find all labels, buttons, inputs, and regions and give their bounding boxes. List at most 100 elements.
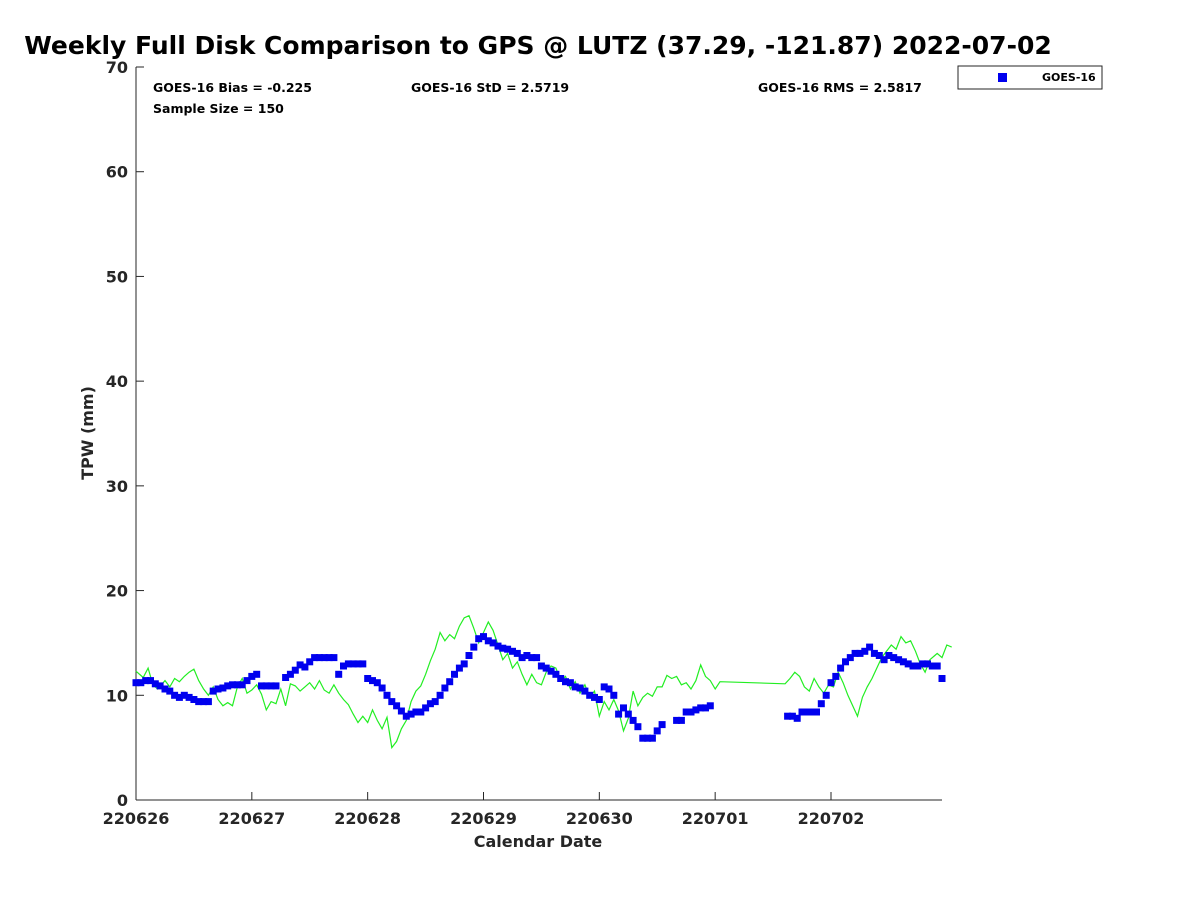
data-point-goes16 [798,708,806,716]
stats-annotations: GOES-16 Bias = -0.225 GOES-16 StD = 2.57… [153,80,922,116]
data-point-goes16 [793,714,801,722]
data-point-goes16 [552,670,560,678]
data-point-goes16 [296,661,304,669]
x-axis-label: Calendar Date [474,832,603,851]
data-point-goes16 [364,675,372,682]
data-point-goes16 [431,698,439,706]
data-point-goes16 [132,679,140,687]
data-point-goes16 [547,667,555,675]
data-point-goes16 [282,674,290,681]
data-point-goes16 [846,654,854,662]
data-point-goes16 [895,656,903,664]
data-point-goes16 [928,662,936,670]
data-point-goes16 [417,708,425,716]
y-tick-label: 20 [106,582,128,601]
data-point-goes16 [639,734,647,742]
data-point-goes16 [687,708,695,716]
data-point-goes16 [349,660,357,668]
x-tick-label: 220702 [798,809,865,828]
data-point-goes16 [315,654,323,662]
data-point-goes16 [682,708,690,716]
data-point-goes16 [885,652,893,659]
data-point-goes16 [919,660,927,668]
data-point-goes16 [185,693,193,701]
data-point-goes16 [470,643,478,651]
data-point-goes16 [272,682,280,690]
data-point-goes16 [200,698,208,706]
data-point-goes16 [378,684,386,692]
data-point-goes16 [306,658,314,666]
data-point-goes16 [426,700,434,708]
data-point-goes16 [499,644,507,652]
data-point-goes16 [441,684,449,692]
chart-title: Weekly Full Disk Comparison to GPS @ LUT… [24,31,1052,60]
std-annotation: GOES-16 StD = 2.5719 [411,80,569,95]
y-tick-label: 60 [106,163,128,182]
data-point-goes16 [388,698,396,706]
data-point-goes16 [914,662,922,670]
data-point-goes16 [504,645,512,653]
data-point-goes16 [229,681,236,689]
data-point-goes16 [340,662,347,670]
data-point-goes16 [557,675,565,682]
data-point-goes16 [422,704,430,712]
y-tick-label: 10 [106,686,128,705]
y-tick-label: 0 [117,791,128,810]
data-point-goes16 [933,662,941,670]
data-point-goes16 [658,721,666,729]
data-point-goes16 [238,681,246,689]
data-point-goes16 [890,654,898,662]
data-point-goes16 [605,685,613,693]
data-point-goes16 [204,698,212,706]
data-point-goes16 [509,647,516,655]
rms-annotation: GOES-16 RMS = 2.5817 [758,80,922,95]
data-point-goes16 [909,662,917,670]
y-tick-label: 40 [106,372,128,391]
legend: GOES-16 [957,65,1103,90]
data-point-goes16 [180,691,188,699]
data-point-goes16 [369,677,376,685]
data-point-goes16 [595,696,603,703]
data-point-goes16 [620,704,627,712]
data-point-goes16 [692,706,700,714]
data-point-goes16 [258,682,265,690]
x-tick-label: 220701 [682,809,749,828]
data-point-goes16 [813,708,820,716]
data-point-goes16 [373,679,381,687]
data-point-goes16 [571,683,579,691]
data-point-goes16 [648,734,656,742]
data-point-goes16 [151,680,159,688]
data-point-goes16 [402,712,410,720]
data-point-goes16 [528,654,536,662]
data-point-goes16 [842,658,849,666]
legend-box [957,65,1103,90]
data-point-goes16 [480,633,487,641]
x-tick-label: 220629 [450,809,517,828]
data-point-goes16 [832,672,840,680]
data-point-goes16 [301,663,309,671]
data-point-goes16 [311,654,319,662]
data-point-goes16 [484,637,492,645]
data-point-goes16 [861,647,869,655]
data-point-goes16 [383,691,391,699]
data-point-goes16 [817,700,825,708]
data-point-goes16 [788,712,796,720]
data-point-goes16 [344,660,352,668]
x-tick-label: 220630 [566,809,633,828]
y-tick-label: 70 [106,58,128,77]
data-point-goes16 [702,704,709,712]
data-point-goes16 [899,658,907,666]
data-point-goes16 [359,660,367,668]
data-point-goes16 [248,672,256,680]
data-point-goes16 [489,639,497,647]
data-point-goes16 [518,654,526,662]
data-point-goes16 [542,664,550,672]
x-tick-label: 220627 [218,809,285,828]
data-point-goes16 [446,678,454,686]
data-point-goes16 [634,723,642,731]
data-point-goes16 [455,664,463,672]
data-point-goes16 [624,710,632,718]
data-point-goes16 [866,643,874,651]
data-point-goes16 [827,679,835,687]
data-point-goes16 [822,691,830,699]
